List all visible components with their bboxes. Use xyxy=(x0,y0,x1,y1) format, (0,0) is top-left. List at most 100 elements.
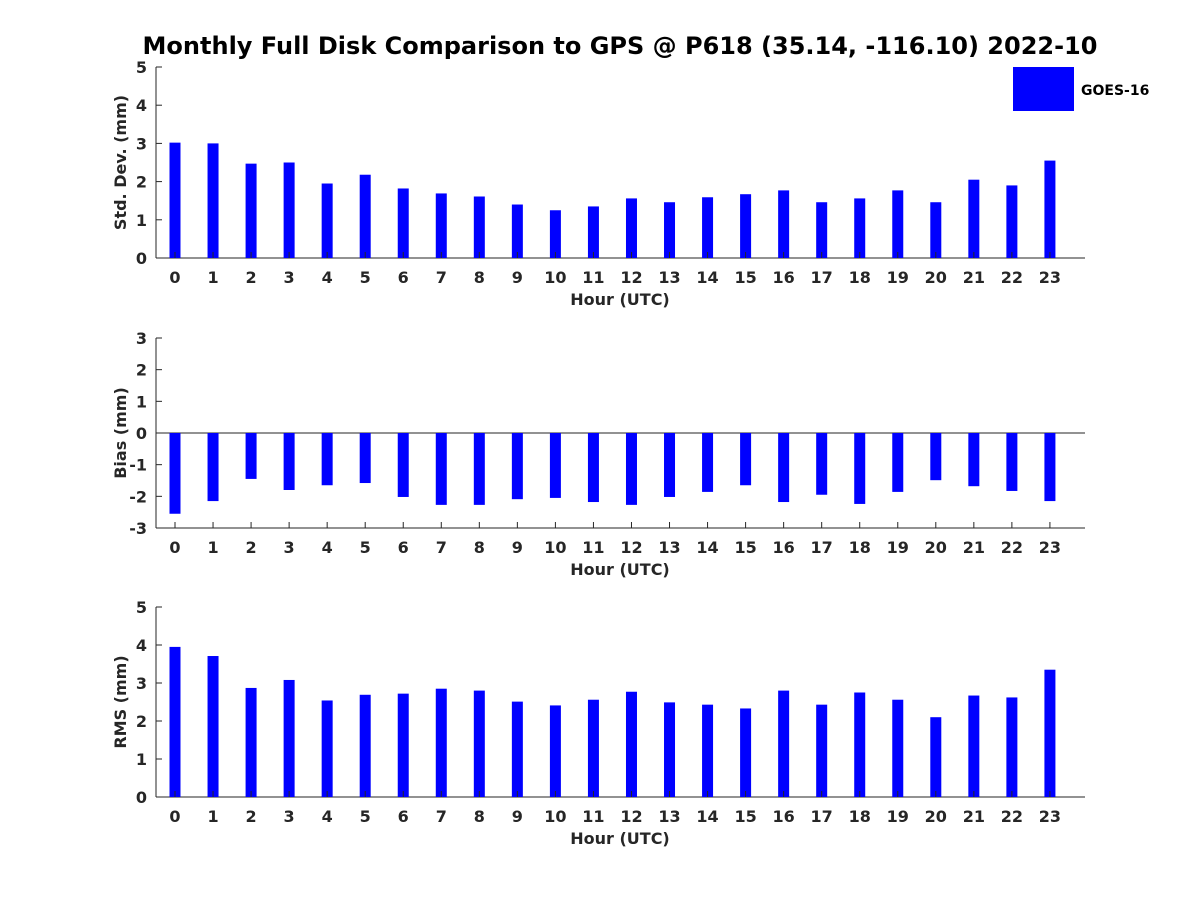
bias-x-tick-label: 0 xyxy=(169,538,180,557)
std-dev-x-tick-label: 18 xyxy=(849,268,871,287)
bias-x-tick-label: 4 xyxy=(322,538,333,557)
bias-bar xyxy=(778,433,790,503)
std-dev-bar xyxy=(1044,160,1056,258)
rms-bar xyxy=(930,717,942,797)
std-dev-bar xyxy=(816,202,828,258)
std-dev-x-tick-label: 4 xyxy=(322,268,333,287)
rms-bar xyxy=(664,702,676,797)
std-dev-x-tick-label: 19 xyxy=(887,268,909,287)
bias-x-tick-label: 18 xyxy=(849,538,871,557)
std-dev-x-tick-label: 3 xyxy=(284,268,295,287)
std-dev-y-tick-label: 5 xyxy=(136,58,147,77)
rms-x-tick-label: 20 xyxy=(925,807,947,826)
bias-y-tick-label: -3 xyxy=(129,519,147,538)
rms-bar xyxy=(435,688,447,797)
std-dev-x-tick-label: 13 xyxy=(658,268,680,287)
rms-bar xyxy=(169,646,181,797)
std-dev-bar xyxy=(511,204,523,258)
std-dev-bar xyxy=(930,202,942,258)
rms-bar xyxy=(511,701,523,797)
std-dev-bar xyxy=(778,190,790,258)
bias-x-tick-label: 16 xyxy=(773,538,795,557)
rms-bar xyxy=(321,700,333,797)
std-dev-x-tick-label: 7 xyxy=(436,268,447,287)
rms-x-tick-label: 22 xyxy=(1001,807,1023,826)
std-dev-bar xyxy=(435,193,447,258)
bias-bar xyxy=(892,433,904,492)
rms-bar xyxy=(778,690,790,797)
bias-bar xyxy=(968,433,980,487)
bias-bar xyxy=(549,433,561,498)
rms-y-tick-label: 4 xyxy=(136,636,147,655)
std-dev-x-tick-label: 5 xyxy=(360,268,371,287)
bias-bar xyxy=(359,433,371,484)
std-dev-x-tick-label: 9 xyxy=(512,268,523,287)
rms-x-tick-label: 8 xyxy=(474,807,485,826)
std-dev-bar xyxy=(397,188,409,258)
rms-bar xyxy=(473,690,485,797)
bias-x-tick-label: 5 xyxy=(360,538,371,557)
rms-bar xyxy=(587,699,599,797)
std-dev-x-tick-label: 11 xyxy=(582,268,604,287)
std-dev-y-tick-label: 4 xyxy=(136,96,147,115)
bias-x-tick-label: 21 xyxy=(963,538,985,557)
bias-y-tick-label: 3 xyxy=(136,329,147,348)
std-dev-x-tick-label: 21 xyxy=(963,268,985,287)
bias-x-tick-label: 23 xyxy=(1039,538,1061,557)
bias-y-tick-label: 0 xyxy=(136,424,147,443)
std-dev-bar xyxy=(321,183,333,258)
std-dev-bar xyxy=(854,198,866,258)
bias-bar xyxy=(1006,433,1018,491)
rms-x-tick-label: 10 xyxy=(544,807,566,826)
std-dev-bar xyxy=(207,143,219,258)
bias-x-tick-label: 8 xyxy=(474,538,485,557)
bias-x-tick-label: 3 xyxy=(284,538,295,557)
rms-x-tick-label: 18 xyxy=(849,807,871,826)
rms-x-tick-label: 23 xyxy=(1039,807,1061,826)
std-dev-x-tick-label: 20 xyxy=(925,268,947,287)
bias-bar xyxy=(702,433,714,492)
rms-bar xyxy=(816,704,828,797)
rms-x-tick-label: 0 xyxy=(169,807,180,826)
std-dev-bar xyxy=(740,194,752,258)
bias-bar xyxy=(740,433,752,486)
rms-x-tick-label: 6 xyxy=(398,807,409,826)
rms-x-tick-label: 9 xyxy=(512,807,523,826)
rms-bar xyxy=(968,695,980,797)
bias-bar xyxy=(664,433,676,497)
bias-x-tick-label: 13 xyxy=(658,538,680,557)
bias-bar xyxy=(283,433,295,490)
std-dev-x-tick-label: 14 xyxy=(696,268,718,287)
rms-bar xyxy=(740,708,752,797)
bias-bar xyxy=(169,433,181,514)
rms-bar xyxy=(283,679,295,797)
bias-bar xyxy=(1044,433,1056,502)
bias-bar xyxy=(435,433,447,505)
rms-bar xyxy=(892,699,904,797)
std-dev-bar xyxy=(702,197,714,258)
std-dev-bar xyxy=(359,174,371,258)
chart-title: Monthly Full Disk Comparison to GPS @ P6… xyxy=(143,32,1098,60)
std-dev-x-tick-label: 22 xyxy=(1001,268,1023,287)
rms-x-tick-label: 21 xyxy=(963,807,985,826)
bias-x-tick-label: 6 xyxy=(398,538,409,557)
bias-x-tick-label: 12 xyxy=(620,538,642,557)
bias-bar xyxy=(321,433,333,486)
std-dev-bar xyxy=(892,190,904,258)
std-dev-y-tick-label: 1 xyxy=(136,211,147,230)
bias-x-tick-label: 7 xyxy=(436,538,447,557)
rms-x-tick-label: 15 xyxy=(734,807,756,826)
std-dev-x-tick-label: 15 xyxy=(734,268,756,287)
rms-x-tick-label: 11 xyxy=(582,807,604,826)
rms-bar xyxy=(549,705,561,797)
bias-x-tick-label: 2 xyxy=(246,538,257,557)
bias-bar xyxy=(816,433,828,495)
std-dev-y-tick-label: 3 xyxy=(136,134,147,153)
rms-bar xyxy=(1044,669,1056,797)
rms-bar xyxy=(245,687,257,797)
rms-x-tick-label: 16 xyxy=(773,807,795,826)
rms-x-tick-label: 4 xyxy=(322,807,333,826)
rms-y-tick-label: 2 xyxy=(136,712,147,731)
std-dev-bar xyxy=(625,198,637,258)
